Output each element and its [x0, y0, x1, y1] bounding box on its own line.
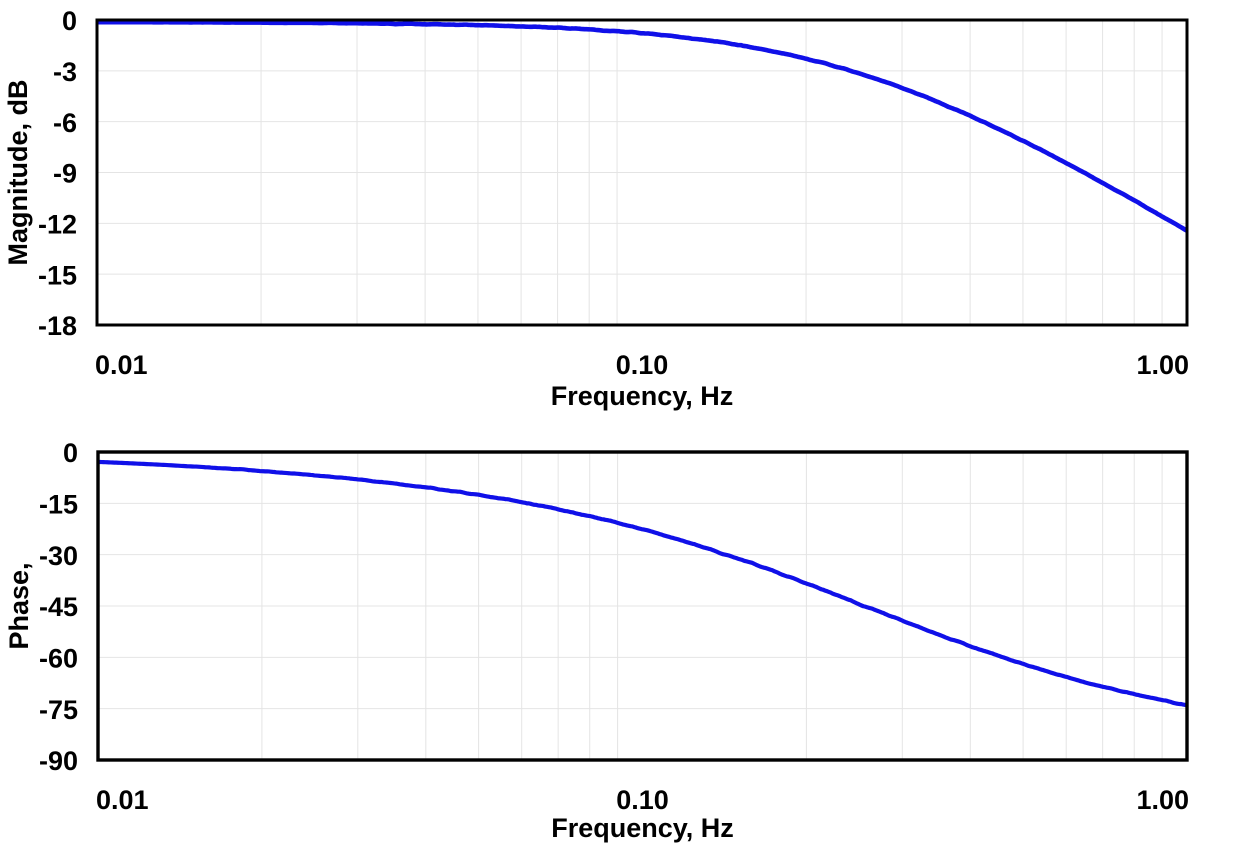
- svg-text:-15: -15: [39, 489, 78, 519]
- svg-text:-15: -15: [38, 260, 77, 290]
- svg-text:Frequency, Hz: Frequency, Hz: [551, 381, 734, 411]
- svg-text:-60: -60: [39, 643, 78, 673]
- svg-text:-3: -3: [53, 57, 77, 87]
- svg-text:1.00: 1.00: [1136, 350, 1189, 380]
- svg-text:-30: -30: [39, 541, 78, 571]
- svg-text:1.00: 1.00: [1136, 785, 1189, 815]
- svg-text:0: 0: [63, 438, 78, 468]
- svg-text:Magnitude, dB: Magnitude, dB: [3, 80, 33, 266]
- svg-text:0.10: 0.10: [616, 350, 669, 380]
- svg-text:0.01: 0.01: [95, 350, 148, 380]
- svg-text:Frequency, Hz: Frequency, Hz: [551, 813, 734, 843]
- svg-text:0.10: 0.10: [616, 785, 669, 815]
- svg-text:0: 0: [62, 6, 77, 36]
- svg-text:-6: -6: [53, 108, 77, 138]
- svg-text:-12: -12: [38, 209, 77, 239]
- svg-text:-9: -9: [53, 159, 77, 189]
- svg-text:0.01: 0.01: [96, 785, 149, 815]
- svg-text:-18: -18: [38, 311, 77, 341]
- svg-text:Phase,: Phase,: [4, 562, 34, 649]
- svg-text:-75: -75: [39, 695, 78, 725]
- svg-text:-45: -45: [39, 592, 78, 622]
- svg-text:-90: -90: [39, 746, 78, 776]
